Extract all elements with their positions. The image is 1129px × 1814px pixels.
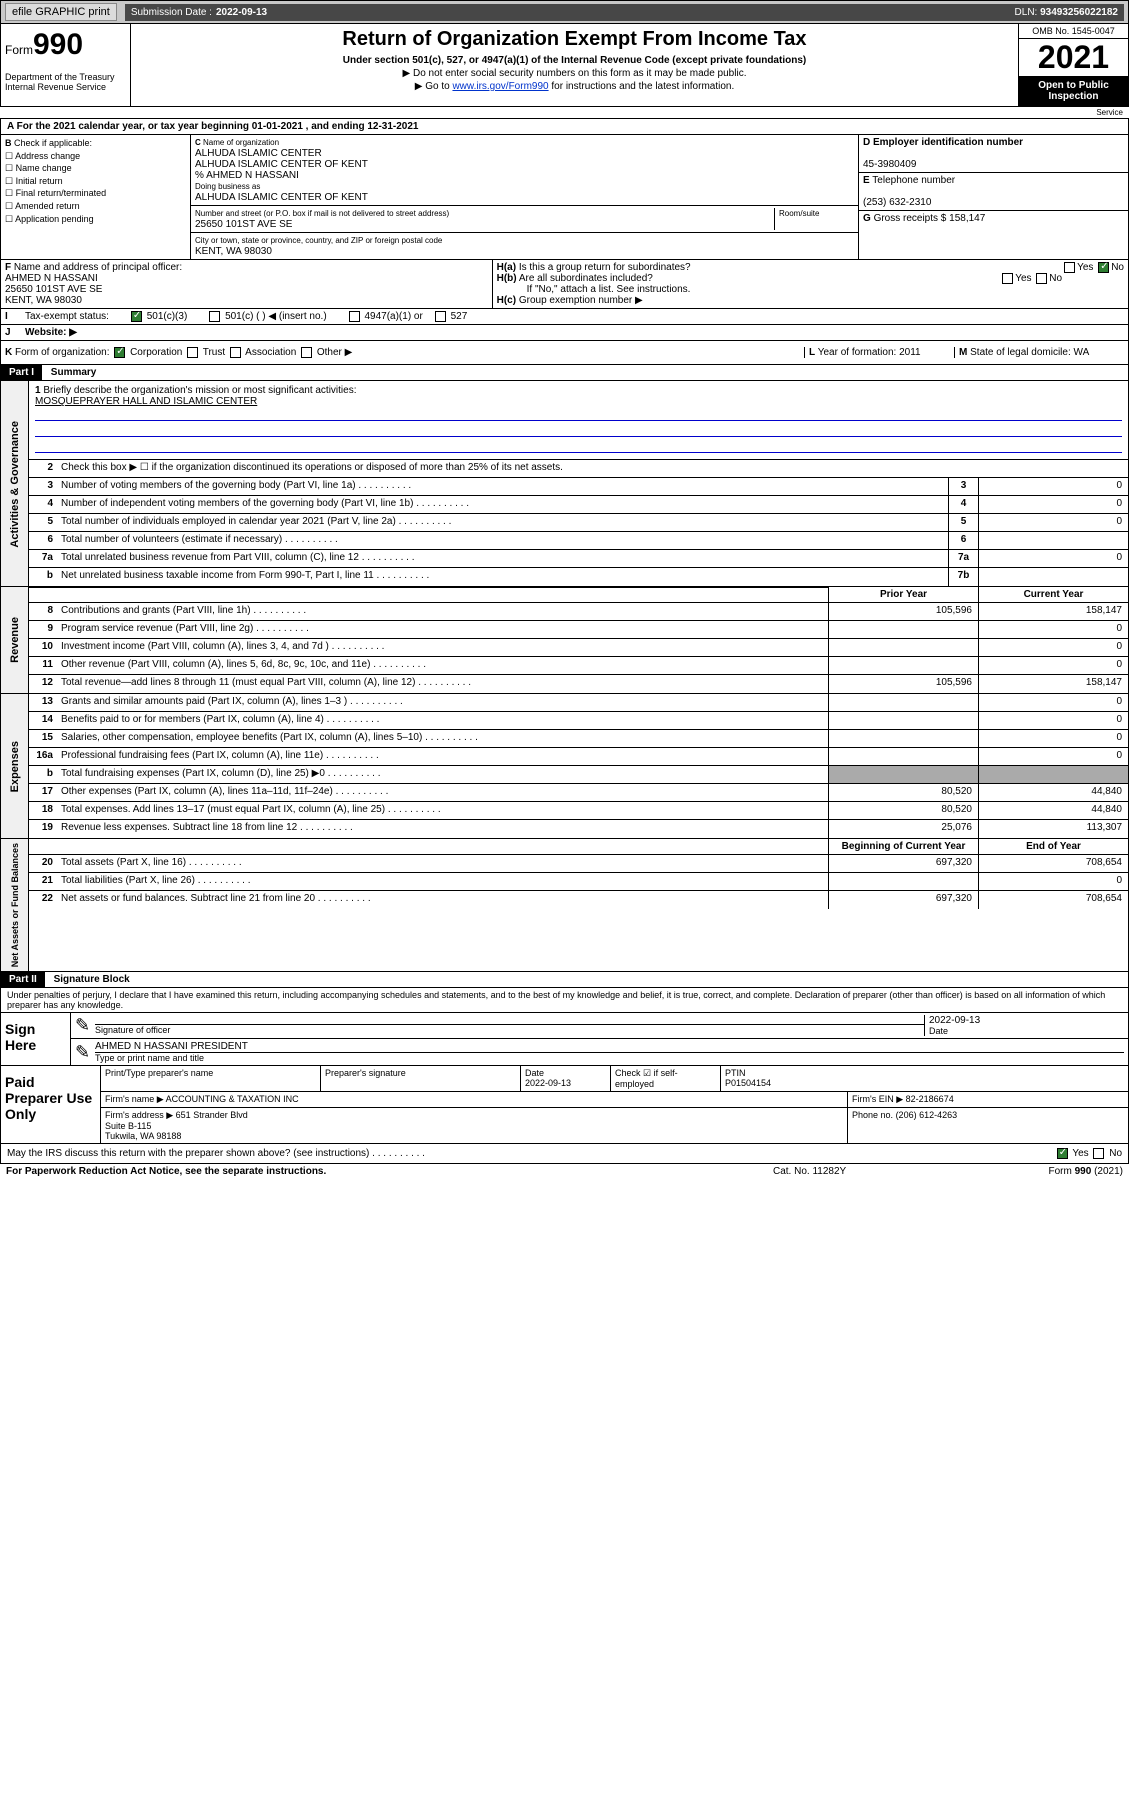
part2-title: Signature Block xyxy=(48,972,136,987)
city: KENT, WA 98030 xyxy=(195,246,272,257)
block-bcd: B Check if applicable: ☐ Address change … xyxy=(0,135,1129,260)
tax-year: 2021 xyxy=(1019,39,1128,76)
form-ref: Form 990 (2021) xyxy=(973,1166,1123,1177)
org-name-1: ALHUDA ISLAMIC CENTER xyxy=(195,148,322,159)
signature-block: Under penalties of perjury, I declare th… xyxy=(0,988,1129,1066)
f-city: KENT, WA 98030 xyxy=(5,295,82,306)
exp-label: Expenses xyxy=(7,737,23,796)
discuss-row: May the IRS discuss this return with the… xyxy=(0,1144,1129,1164)
irs: Internal Revenue Service xyxy=(5,82,126,92)
submission-label: Submission Date : xyxy=(131,7,212,18)
gross-label: Gross receipts $ xyxy=(874,213,947,224)
governance-section: Activities & Governance 1 Briefly descri… xyxy=(0,381,1129,587)
dba-label: Doing business as xyxy=(195,182,260,191)
officer-name: AHMED N HASSANI PRESIDENT xyxy=(95,1041,1124,1052)
sig-date: 2022-09-13 xyxy=(929,1015,1124,1026)
part1-title: Summary xyxy=(45,365,103,380)
city-label: City or town, state or province, country… xyxy=(195,236,442,245)
period-row: A For the 2021 calendar year, or tax yea… xyxy=(0,119,1129,135)
period-a: For the 2021 calendar year, or tax year … xyxy=(17,121,252,132)
q2: Check this box ▶ ☐ if the organization d… xyxy=(57,460,1128,477)
period-end: 12-31-2021 xyxy=(367,121,418,132)
form-number: 990 xyxy=(33,28,83,61)
room-label: Room/suite xyxy=(779,209,819,218)
part2-header: Part II Signature Block xyxy=(0,972,1129,988)
b-label: Check if applicable: xyxy=(14,138,92,148)
addr: 25650 101ST AVE SE xyxy=(195,219,292,230)
netassets-section: Net Assets or Fund Balances Beginning of… xyxy=(0,839,1129,972)
gross: 158,147 xyxy=(949,213,985,224)
f-label: Name and address of principal officer: xyxy=(14,262,182,273)
rev-label: Revenue xyxy=(7,613,23,667)
ein-label: Employer identification number xyxy=(873,137,1023,148)
service-label: Service xyxy=(0,107,1129,119)
part1-header: Part I Summary xyxy=(0,365,1129,381)
f-addr: 25650 101ST AVE SE xyxy=(5,284,102,295)
efile-label: efile GRAPHIC print xyxy=(5,3,117,21)
paperwork: For Paperwork Reduction Act Notice, see … xyxy=(6,1166,773,1177)
org-name-3: % AHMED N HASSANI xyxy=(195,170,299,181)
hb-note: If "No," attach a list. See instructions… xyxy=(497,284,691,295)
org-name-2: ALHUDA ISLAMIC CENTER OF KENT xyxy=(195,159,368,170)
i-label: Tax-exempt status: xyxy=(25,311,109,322)
note-goto-post: for instructions and the latest informat… xyxy=(549,81,735,92)
c-name-label: Name of organization xyxy=(203,138,279,147)
tel-label: Telephone number xyxy=(872,175,955,186)
dept: Department of the Treasury xyxy=(5,72,126,82)
period-begin: 01-01-2021 xyxy=(252,121,303,132)
sign-here: Sign Here xyxy=(1,1013,71,1065)
q1: Briefly describe the organization's miss… xyxy=(43,385,356,396)
row-klm: K Form of organization: Corporation Trus… xyxy=(0,341,1129,365)
footer: For Paperwork Reduction Act Notice, see … xyxy=(0,1164,1129,1179)
submission-bar: Submission Date : 2022-09-13 DLN: 934932… xyxy=(125,4,1124,21)
dln-label: DLN: xyxy=(1015,7,1038,18)
form-title: Return of Organization Exempt From Incom… xyxy=(139,28,1010,51)
note-goto-pre: ▶ Go to xyxy=(415,81,453,92)
dln-value: 93493256022182 xyxy=(1040,7,1118,18)
paid-preparer: Paid Preparer Use Only Print/Type prepar… xyxy=(0,1066,1129,1144)
submission-date: 2022-09-13 xyxy=(216,7,267,18)
k-label: Form of organization: xyxy=(15,347,110,358)
discuss: May the IRS discuss this return with the… xyxy=(7,1148,369,1159)
form-subtitle: Under section 501(c), 527, or 4947(a)(1)… xyxy=(139,55,1010,66)
topbar: efile GRAPHIC print Submission Date : 20… xyxy=(0,0,1129,24)
omb: OMB No. 1545-0047 xyxy=(1019,24,1128,39)
block-fh: F Name and address of principal officer:… xyxy=(0,260,1129,309)
expenses-section: Expenses 13Grants and similar amounts pa… xyxy=(0,694,1129,839)
f-name: AHMED N HASSANI xyxy=(5,273,98,284)
row-j: J Website: ▶ xyxy=(0,325,1129,341)
net-label: Net Assets or Fund Balances xyxy=(8,839,22,971)
revenue-section: Revenue Prior YearCurrent Year 8Contribu… xyxy=(0,587,1129,694)
irs-link[interactable]: www.irs.gov/Form990 xyxy=(452,81,548,92)
j-label: Website: ▶ xyxy=(25,327,77,338)
hb: Are all subordinates included? xyxy=(519,273,653,284)
dba: ALHUDA ISLAMIC CENTER OF KENT xyxy=(195,192,368,203)
open-to-public: Open to Public Inspection xyxy=(1019,76,1128,106)
period-b: , and ending xyxy=(306,121,368,132)
mission: MOSQUEPRAYER HALL AND ISLAMIC CENTER xyxy=(35,396,1122,407)
form-label: Form xyxy=(5,43,33,57)
addr-label: Number and street (or P.O. box if mail i… xyxy=(195,209,449,218)
hc: Group exemption number ▶ xyxy=(519,295,643,306)
part1-label: Part I xyxy=(1,365,42,380)
form-header: Form990 Department of the Treasury Inter… xyxy=(0,24,1129,107)
ein: 45-3980409 xyxy=(863,159,916,170)
note-ssn: ▶ Do not enter social security numbers o… xyxy=(139,68,1010,79)
paid-label: Paid Preparer Use Only xyxy=(1,1066,101,1143)
ha: Is this a group return for subordinates? xyxy=(519,262,691,273)
part2-label: Part II xyxy=(1,972,45,987)
tel: (253) 632-2310 xyxy=(863,197,931,208)
cat: Cat. No. 11282Y xyxy=(773,1166,973,1177)
gov-label: Activities & Governance xyxy=(7,417,23,552)
row-i: I Tax-exempt status: 501(c)(3) 501(c) ( … xyxy=(0,309,1129,325)
declaration: Under penalties of perjury, I declare th… xyxy=(1,988,1128,1012)
